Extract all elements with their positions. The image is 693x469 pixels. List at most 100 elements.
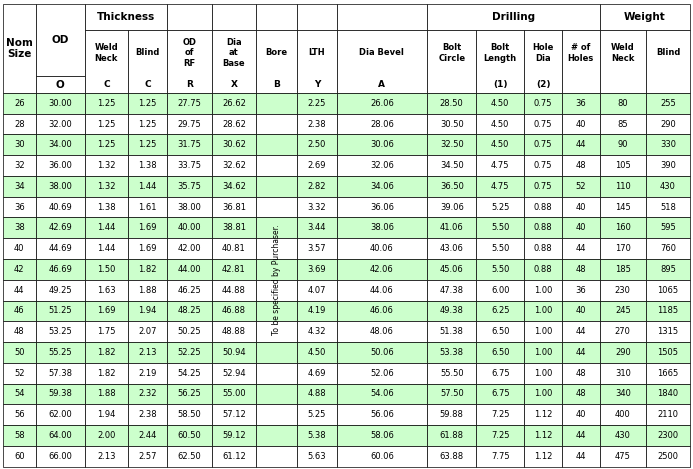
Text: 0.88: 0.88 bbox=[534, 244, 552, 253]
Text: C: C bbox=[103, 80, 109, 89]
Bar bbox=[35, 446, 85, 467]
Bar bbox=[476, 238, 524, 259]
Text: Bore: Bore bbox=[265, 48, 288, 58]
Text: 59.88: 59.88 bbox=[440, 410, 464, 419]
Bar bbox=[562, 238, 599, 259]
Bar bbox=[85, 342, 128, 363]
Text: 6.50: 6.50 bbox=[491, 327, 509, 336]
Text: 400: 400 bbox=[615, 410, 631, 419]
Bar bbox=[646, 446, 690, 467]
Bar bbox=[128, 218, 167, 238]
Text: 47.38: 47.38 bbox=[440, 286, 464, 295]
Bar bbox=[256, 113, 297, 135]
Bar bbox=[599, 113, 646, 135]
Text: 1.00: 1.00 bbox=[534, 369, 552, 378]
Bar bbox=[167, 280, 211, 301]
Text: 42.81: 42.81 bbox=[222, 265, 246, 274]
Text: 3.57: 3.57 bbox=[308, 244, 326, 253]
Text: Bolt
Length: Bolt Length bbox=[484, 43, 517, 63]
Text: 32.50: 32.50 bbox=[440, 140, 464, 149]
Text: 1.69: 1.69 bbox=[138, 223, 157, 232]
Text: 54.25: 54.25 bbox=[177, 369, 201, 378]
Bar bbox=[297, 321, 337, 342]
Text: 59.38: 59.38 bbox=[49, 389, 72, 399]
Bar bbox=[337, 113, 427, 135]
Text: LTH: LTH bbox=[308, 48, 325, 58]
Text: 49.25: 49.25 bbox=[49, 286, 72, 295]
Text: 34.50: 34.50 bbox=[440, 161, 464, 170]
Bar bbox=[128, 425, 167, 446]
Bar bbox=[646, 113, 690, 135]
Bar bbox=[3, 301, 35, 321]
Bar bbox=[599, 384, 646, 404]
Text: 390: 390 bbox=[660, 161, 676, 170]
Text: 0.75: 0.75 bbox=[534, 161, 552, 170]
Bar bbox=[256, 321, 297, 342]
Bar bbox=[646, 425, 690, 446]
Text: 270: 270 bbox=[615, 327, 631, 336]
Text: 430: 430 bbox=[660, 182, 676, 191]
Bar bbox=[167, 342, 211, 363]
Bar bbox=[646, 404, 690, 425]
Bar bbox=[256, 384, 297, 404]
Text: 57.12: 57.12 bbox=[222, 410, 246, 419]
Text: 1185: 1185 bbox=[658, 306, 678, 316]
Bar bbox=[476, 280, 524, 301]
Bar bbox=[85, 30, 128, 93]
Text: 5.38: 5.38 bbox=[308, 431, 326, 440]
Bar bbox=[646, 342, 690, 363]
Text: 41.06: 41.06 bbox=[440, 223, 464, 232]
Bar bbox=[427, 197, 476, 218]
Text: 58.06: 58.06 bbox=[370, 431, 394, 440]
Text: 1.12: 1.12 bbox=[534, 431, 552, 440]
Bar bbox=[562, 280, 599, 301]
Bar bbox=[476, 404, 524, 425]
Bar bbox=[35, 404, 85, 425]
Bar bbox=[599, 155, 646, 176]
Text: 46.69: 46.69 bbox=[49, 265, 72, 274]
Text: 26: 26 bbox=[14, 99, 24, 108]
Text: 38: 38 bbox=[14, 223, 24, 232]
Text: 1.75: 1.75 bbox=[97, 327, 116, 336]
Bar bbox=[599, 93, 646, 113]
Text: 51.38: 51.38 bbox=[440, 327, 464, 336]
Text: Thickness: Thickness bbox=[97, 12, 155, 22]
Text: 28.50: 28.50 bbox=[440, 99, 464, 108]
Text: 475: 475 bbox=[615, 452, 631, 461]
Bar bbox=[35, 363, 85, 384]
Bar bbox=[337, 197, 427, 218]
Bar bbox=[427, 280, 476, 301]
Text: 760: 760 bbox=[660, 244, 676, 253]
Bar bbox=[524, 155, 562, 176]
Bar bbox=[167, 425, 211, 446]
Bar bbox=[524, 404, 562, 425]
Bar bbox=[128, 342, 167, 363]
Bar bbox=[35, 113, 85, 135]
Bar bbox=[646, 280, 690, 301]
Text: B: B bbox=[273, 80, 280, 89]
Text: 5.25: 5.25 bbox=[308, 410, 326, 419]
Text: 4.19: 4.19 bbox=[308, 306, 326, 316]
Text: 52.94: 52.94 bbox=[222, 369, 245, 378]
Text: 2.69: 2.69 bbox=[308, 161, 326, 170]
Text: 26.62: 26.62 bbox=[222, 99, 246, 108]
Bar bbox=[211, 425, 256, 446]
Text: 28.06: 28.06 bbox=[370, 120, 394, 129]
Text: 4.69: 4.69 bbox=[308, 369, 326, 378]
Text: 85: 85 bbox=[617, 120, 628, 129]
Bar bbox=[476, 176, 524, 197]
Text: 4.07: 4.07 bbox=[308, 286, 326, 295]
Bar bbox=[646, 218, 690, 238]
Text: 46.25: 46.25 bbox=[177, 286, 201, 295]
Bar bbox=[3, 135, 35, 155]
Bar bbox=[211, 280, 256, 301]
Text: 6.75: 6.75 bbox=[491, 369, 509, 378]
Bar bbox=[476, 446, 524, 467]
Bar bbox=[167, 135, 211, 155]
Bar bbox=[167, 155, 211, 176]
Bar bbox=[476, 155, 524, 176]
Text: Drilling: Drilling bbox=[492, 12, 535, 22]
Bar bbox=[646, 238, 690, 259]
Text: 1.00: 1.00 bbox=[534, 389, 552, 399]
Bar bbox=[562, 363, 599, 384]
